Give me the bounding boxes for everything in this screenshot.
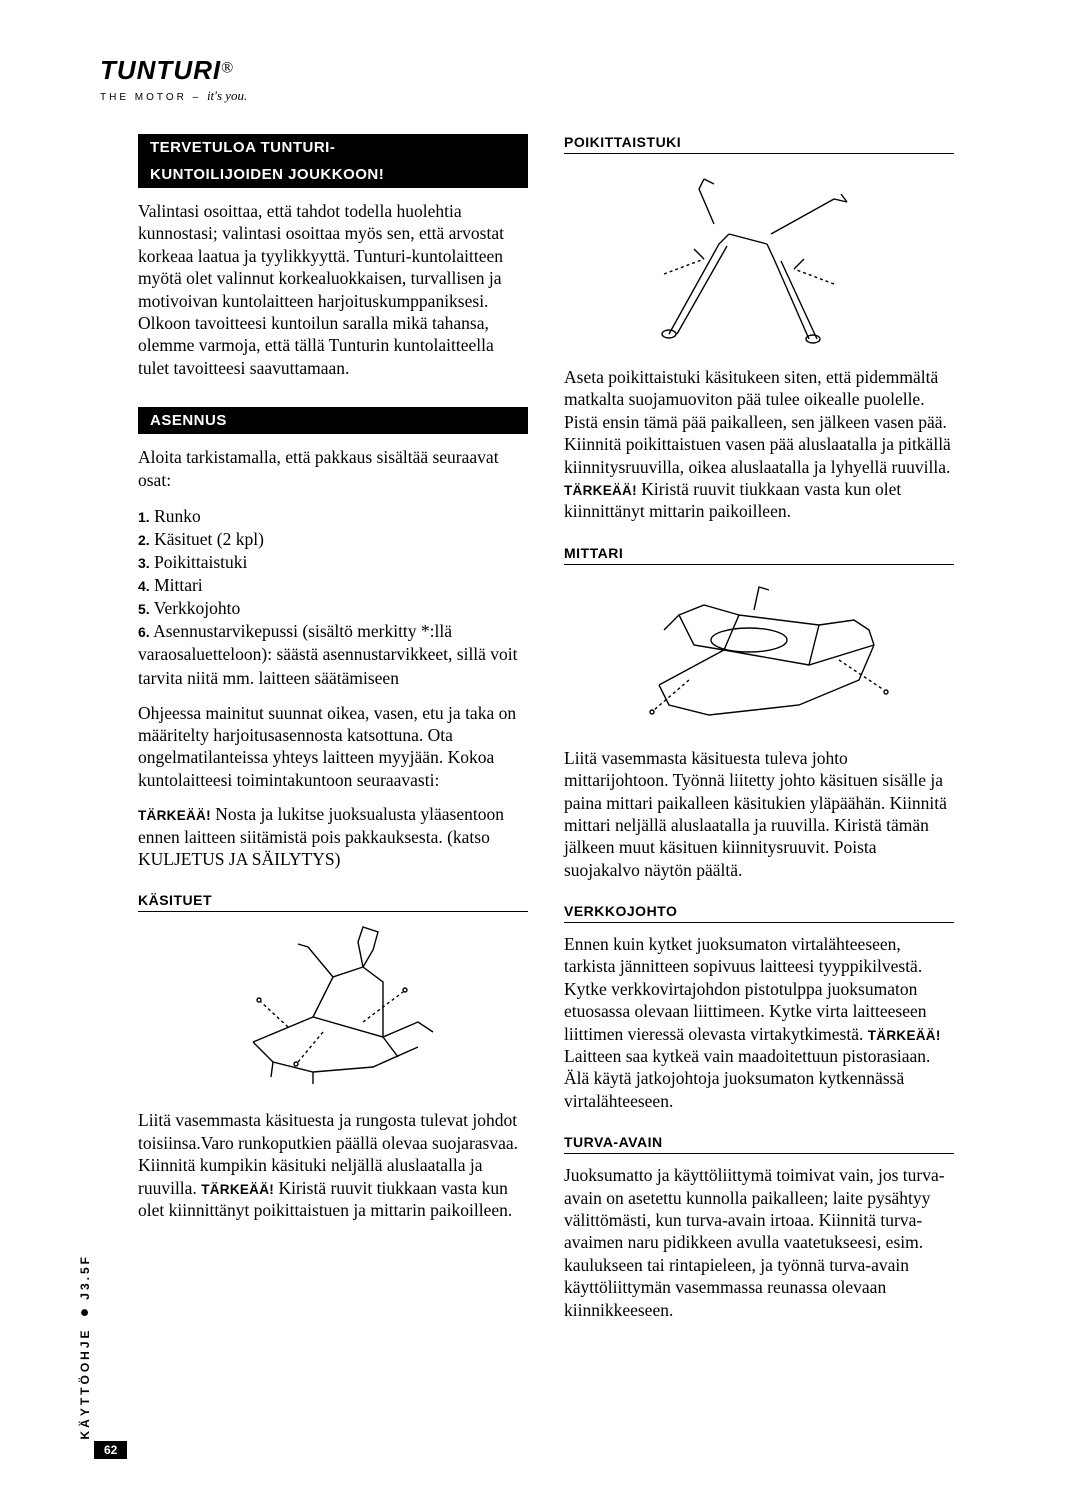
important-label: TÄRKEÄÄ! — [201, 1182, 274, 1197]
brand-wordmark: TUNTURI — [100, 55, 221, 85]
mittari-figure — [564, 575, 954, 735]
left-column: TERVETULOA TUNTURI- KUNTOILIJOIDEN JOUKK… — [138, 134, 528, 1321]
brand-tagline: THE MOTOR – it's you. — [100, 88, 990, 104]
poikittaistuki-text-1: Aseta poikittaistuki käsitukeen siten, e… — [564, 367, 951, 477]
right-column: POIKITTAISTUKI — [564, 134, 954, 1321]
directions-body: Ohjeessa mainitut suunnat oikea, vasen, … — [138, 702, 528, 792]
poikittaistuki-diagram — [609, 164, 909, 349]
list-item: 6. Asennustarvikepussi (sisältö merkitty… — [138, 620, 528, 689]
tagline-prefix: THE MOTOR – — [100, 92, 207, 103]
kasituet-figure — [138, 922, 528, 1097]
welcome-heading-2: KUNTOILIJOIDEN JOUKKOON! — [138, 161, 528, 188]
side-label-dot: ● — [76, 1299, 93, 1320]
verkkojohto-heading: VERKKOJOHTO — [564, 903, 954, 923]
registered-mark: ® — [221, 60, 233, 77]
important-label: TÄRKEÄÄ! — [138, 808, 211, 823]
content-columns: TERVETULOA TUNTURI- KUNTOILIJOIDEN JOUKK… — [138, 134, 990, 1321]
asennus-heading: ASENNUS — [138, 407, 528, 434]
welcome-heading-1: TERVETULOA TUNTURI- — [138, 134, 528, 161]
poikittaistuki-heading: POIKITTAISTUKI — [564, 134, 954, 154]
important-note: TÄRKEÄÄ! Nosta ja lukitse juoksualusta y… — [138, 803, 528, 870]
poikittaistuki-body: Aseta poikittaistuki käsitukeen siten, e… — [564, 366, 954, 523]
list-item: 2. Käsituet (2 kpl) — [138, 528, 528, 551]
list-item: 1. Runko — [138, 505, 528, 528]
manual-page: TUNTURI® THE MOTOR – it's you. TERVETULO… — [0, 0, 1080, 1491]
page-number: 62 — [94, 1441, 127, 1459]
parts-list: 1. Runko 2. Käsituet (2 kpl) 3. Poikitta… — [138, 505, 528, 690]
verkkojohto-text-2: Laitteen saa kytkeä vain maadoitettuun p… — [564, 1046, 930, 1111]
important-label: TÄRKEÄÄ! — [868, 1028, 941, 1043]
brand-name: TUNTURI® — [100, 55, 990, 86]
mittari-body: Liitä vasemmasta käsituesta tuleva johto… — [564, 747, 954, 881]
mittari-diagram — [609, 575, 909, 730]
list-item: 3. Poikittaistuki — [138, 551, 528, 574]
brand-logo: TUNTURI® THE MOTOR – it's you. — [100, 55, 990, 104]
welcome-body: Valintasi osoittaa, että tahdot todella … — [138, 200, 528, 379]
list-item: 5. Verkkojohto — [138, 597, 528, 620]
kasituet-heading: KÄSITUET — [138, 892, 528, 912]
list-item: 4. Mittari — [138, 574, 528, 597]
side-label-title: KÄYTTÖOHJE — [78, 1327, 92, 1439]
verkkojohto-body: Ennen kuin kytket juoksumaton virtalähte… — [564, 933, 954, 1112]
mittari-heading: MITTARI — [564, 545, 954, 565]
kasituet-diagram — [213, 922, 453, 1092]
kasituet-body: Liitä vasemmasta käsituesta ja rungosta … — [138, 1109, 528, 1221]
poikittaistuki-figure — [564, 164, 954, 354]
asennus-intro: Aloita tarkistamalla, että pakkaus sisäl… — [138, 446, 528, 491]
turva-heading: TURVA-AVAIN — [564, 1134, 954, 1154]
turva-body: Juoksumatto ja käyttöliittymä toimivat v… — [564, 1164, 954, 1321]
tagline-italic: it's you. — [207, 88, 247, 103]
important-label: TÄRKEÄÄ! — [564, 483, 637, 498]
side-label-model: J3.5F — [78, 1254, 92, 1300]
side-label: KÄYTTÖOHJE ● J3.5F — [76, 1254, 94, 1440]
